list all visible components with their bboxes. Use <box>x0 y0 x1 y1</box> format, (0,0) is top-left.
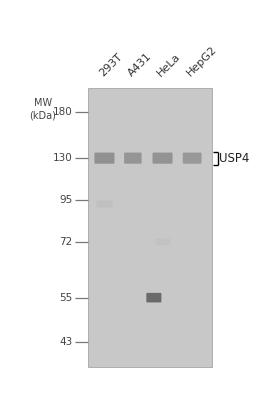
Text: 130: 130 <box>52 153 72 163</box>
Text: 95: 95 <box>59 195 72 205</box>
Text: 55: 55 <box>59 293 72 303</box>
Bar <box>88 88 212 368</box>
Text: HepG2: HepG2 <box>185 44 219 78</box>
FancyBboxPatch shape <box>183 152 201 164</box>
Text: HeLa: HeLa <box>155 51 183 78</box>
FancyBboxPatch shape <box>96 200 113 208</box>
Text: A431: A431 <box>126 51 153 78</box>
Text: USP4: USP4 <box>219 152 250 165</box>
FancyBboxPatch shape <box>156 239 171 245</box>
FancyBboxPatch shape <box>146 293 161 302</box>
FancyBboxPatch shape <box>94 152 114 164</box>
Text: 43: 43 <box>59 336 72 346</box>
Text: MW
(kDa): MW (kDa) <box>29 98 56 121</box>
Text: 72: 72 <box>59 237 72 247</box>
FancyBboxPatch shape <box>124 152 142 164</box>
FancyBboxPatch shape <box>153 152 173 164</box>
Text: 293T: 293T <box>97 52 124 78</box>
Text: 180: 180 <box>52 107 72 117</box>
